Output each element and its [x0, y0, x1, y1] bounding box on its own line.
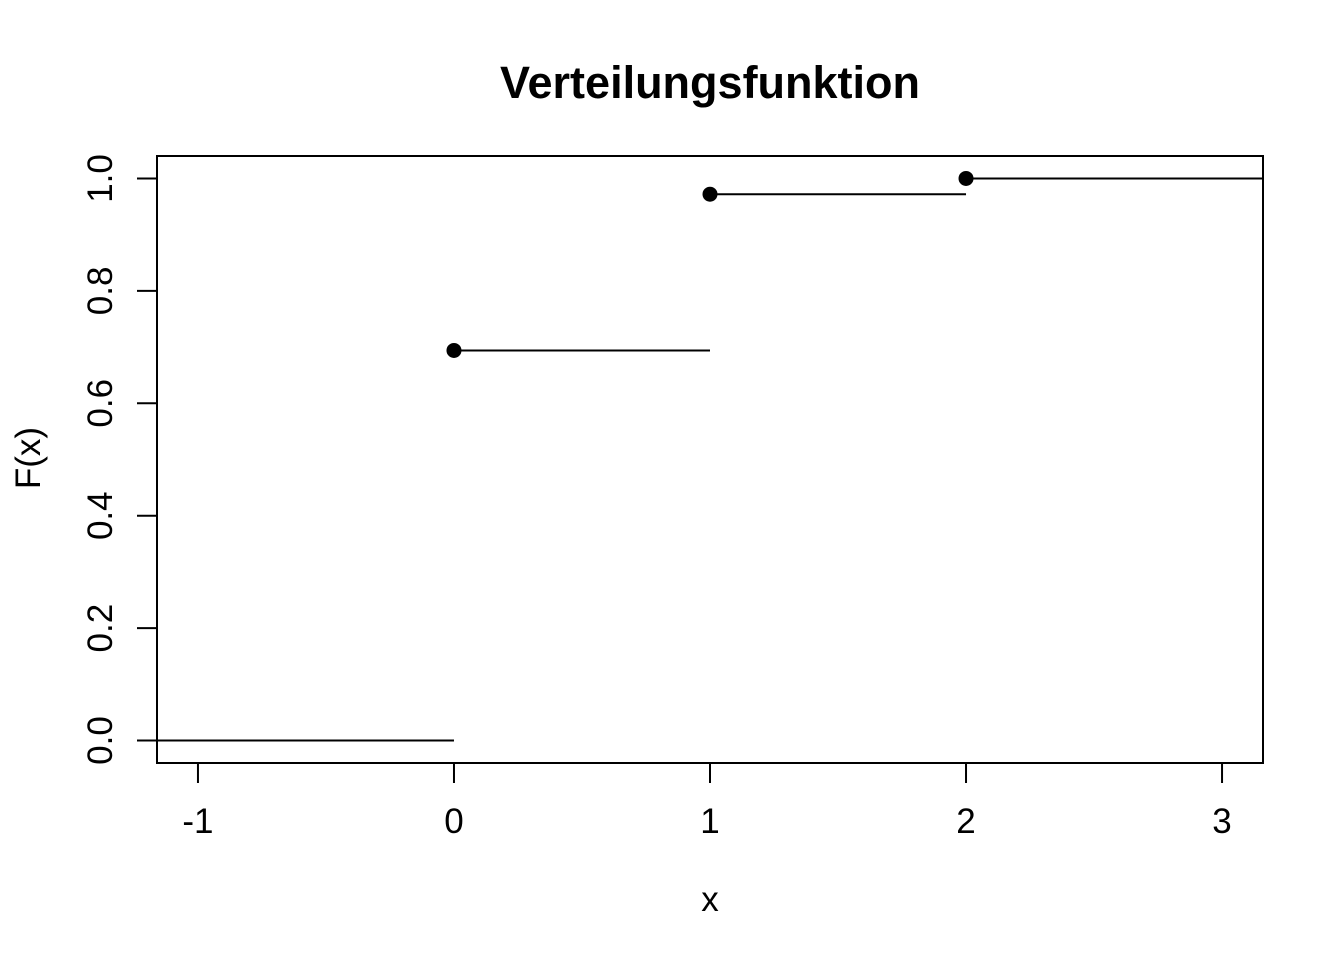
plot-title: Verteilungsfunktion — [500, 57, 920, 108]
y-tick-label: 0.8 — [81, 267, 120, 316]
jump-point — [446, 342, 462, 358]
jump-point — [702, 186, 718, 202]
y-tick-label: 1.0 — [81, 154, 120, 203]
x-tick-label: 2 — [956, 802, 975, 841]
y-tick-label: 0.4 — [81, 491, 120, 540]
plot-box — [156, 155, 1264, 764]
x-tick-label: 3 — [1212, 802, 1231, 841]
x-tick-label: 0 — [444, 802, 463, 841]
jump-point — [958, 170, 974, 186]
y-tick-label: 0.6 — [81, 379, 120, 428]
x-axis-label: x — [701, 880, 719, 919]
y-axis-label: F(x) — [9, 427, 48, 489]
y-tick-label: 0.2 — [81, 604, 120, 653]
y-tick-label: 0.0 — [81, 716, 120, 765]
x-tick-label: -1 — [182, 802, 213, 841]
x-tick-label: 1 — [700, 802, 719, 841]
